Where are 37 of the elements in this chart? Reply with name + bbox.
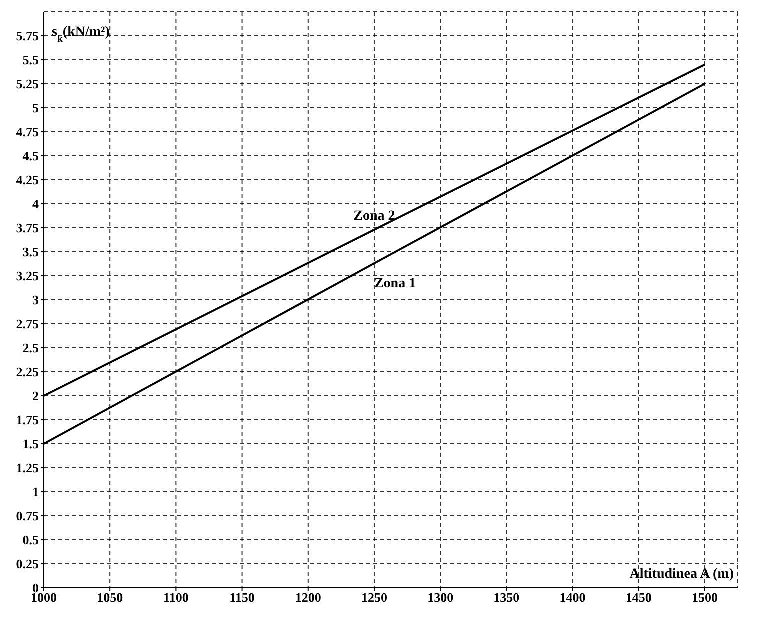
- x-tick-label: 1500: [692, 590, 718, 606]
- y-tick-label: 5.5: [22, 52, 40, 68]
- x-tick-label: 1050: [97, 590, 124, 606]
- y-tick-label: 3.5: [22, 244, 40, 260]
- y-tick-label: 4.5: [22, 148, 40, 164]
- y-tick-label: 1: [32, 484, 39, 500]
- y-tick-label: 0.25: [16, 556, 40, 572]
- x-tick-label: 1150: [230, 590, 255, 606]
- x-tick-label: 1450: [626, 590, 652, 606]
- y-tick-label: 2: [32, 388, 39, 404]
- x-tick-label: 1400: [560, 590, 586, 606]
- y-tick-label: 3.25: [16, 268, 40, 284]
- y-tick-label: 4: [32, 196, 40, 212]
- y-tick-label: 5.25: [16, 76, 40, 92]
- x-tick-label: 1350: [494, 590, 520, 606]
- y-axis-title: s$_{k}$(kN/m²): [52, 25, 110, 44]
- x-tick-label: 1200: [295, 590, 322, 606]
- y-tick-label: 2.5: [22, 340, 40, 356]
- x-tick-label: 1100: [164, 590, 189, 606]
- y-tick-label: 2.75: [16, 316, 40, 332]
- series-label: Zona 2: [354, 208, 396, 224]
- y-tick-label: 5: [32, 100, 40, 116]
- x-axis-title: Altitudinea A (m): [630, 567, 734, 582]
- y-tick-label: 3.75: [16, 220, 40, 236]
- series-label: Zona 1: [374, 276, 416, 292]
- y-tick-label: 1.75: [16, 412, 40, 428]
- y-tick-label: 2.25: [16, 364, 40, 380]
- y-tick-label: 1.5: [22, 436, 40, 452]
- y-tick-label: 0.75: [16, 508, 40, 524]
- x-tick-label: 1250: [361, 590, 388, 606]
- y-tick-label: 5.75: [16, 28, 40, 44]
- y-tick-label: 0.5: [22, 532, 40, 548]
- y-tick-label: 4.25: [16, 172, 40, 188]
- y-tick-label: 1.25: [16, 460, 40, 476]
- y-tick-label: 3: [32, 292, 40, 308]
- y-tick-label: 4.75: [16, 124, 40, 140]
- x-tick-label: 1300: [428, 590, 454, 606]
